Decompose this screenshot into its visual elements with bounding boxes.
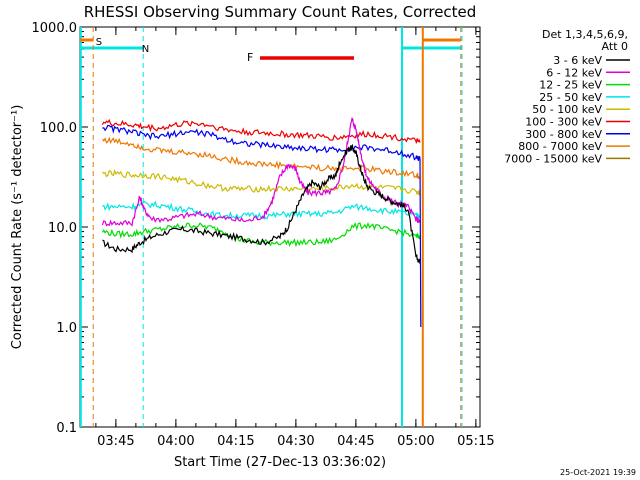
y-tick-label: 0.1 <box>56 421 77 436</box>
chart-title: RHESSI Observing Summary Count Rates, Co… <box>84 3 477 21</box>
flare-label: F <box>247 51 253 64</box>
y-tick-label: 1.0 <box>56 321 77 336</box>
series-line-100-300kev <box>101 118 421 144</box>
series-line-800-7000kev <box>101 136 421 179</box>
series-line-6-12kev <box>101 117 421 227</box>
x-tick-label: 04:00 <box>157 434 194 449</box>
y-tick-label: 100.0 <box>40 121 77 136</box>
legend-entry-label: 7000 - 15000 keV <box>504 152 602 165</box>
series-layer <box>101 117 422 328</box>
x-axis-label: Start Time (27-Dec-13 03:36:02) <box>174 455 386 470</box>
marker-label-n: N <box>142 44 149 55</box>
markers: S N F <box>96 37 354 64</box>
y-axis-label: Corrected Count Rate (s⁻¹ detector⁻¹) <box>10 105 25 350</box>
legend-entry-label: 50 - 100 keV <box>532 103 602 116</box>
legend-entry-label: 25 - 50 keV <box>539 91 602 104</box>
legend-title: Det 1,3,4,5,6,9, <box>542 28 628 41</box>
x-tick-label: 03:45 <box>97 434 134 449</box>
marker-label-s: S <box>96 37 102 48</box>
series-line-3-6kev <box>102 143 421 265</box>
axes: 0.1 1.0 10.0 100.0 1000.0 03:45 04:00 04:15 04:3… <box>32 21 495 449</box>
footer-timestamp: 25-Oct-2021 19:39 <box>560 468 636 477</box>
x-tick-label: 04:30 <box>277 434 314 449</box>
series-line-25-50kev <box>102 200 421 220</box>
legend-entry-label: 3 - 6 keV <box>553 54 602 67</box>
x-tick-label: 04:45 <box>337 434 374 449</box>
y-tick-label: 10.0 <box>48 221 77 236</box>
x-tick-label: 05:00 <box>397 434 434 449</box>
legend-entry-label: 6 - 12 keV <box>546 66 602 79</box>
series-line-50-100kev <box>101 169 421 196</box>
series-line-300-800kev <box>102 124 421 162</box>
legend-title: Att 0 <box>602 40 628 53</box>
legend-entry-label: 12 - 25 keV <box>539 79 602 92</box>
legend-entry-label: 100 - 300 keV <box>525 116 602 129</box>
y-tick-label: 1000.0 <box>32 21 78 36</box>
legend-entry-label: 300 - 800 keV <box>525 128 602 141</box>
x-tick-label: 05:15 <box>457 434 494 449</box>
series-line-drop <box>419 158 422 328</box>
x-tick-label: 04:15 <box>217 434 254 449</box>
background-lines <box>79 27 463 427</box>
legend-entry-label: 800 - 7000 keV <box>518 140 602 153</box>
